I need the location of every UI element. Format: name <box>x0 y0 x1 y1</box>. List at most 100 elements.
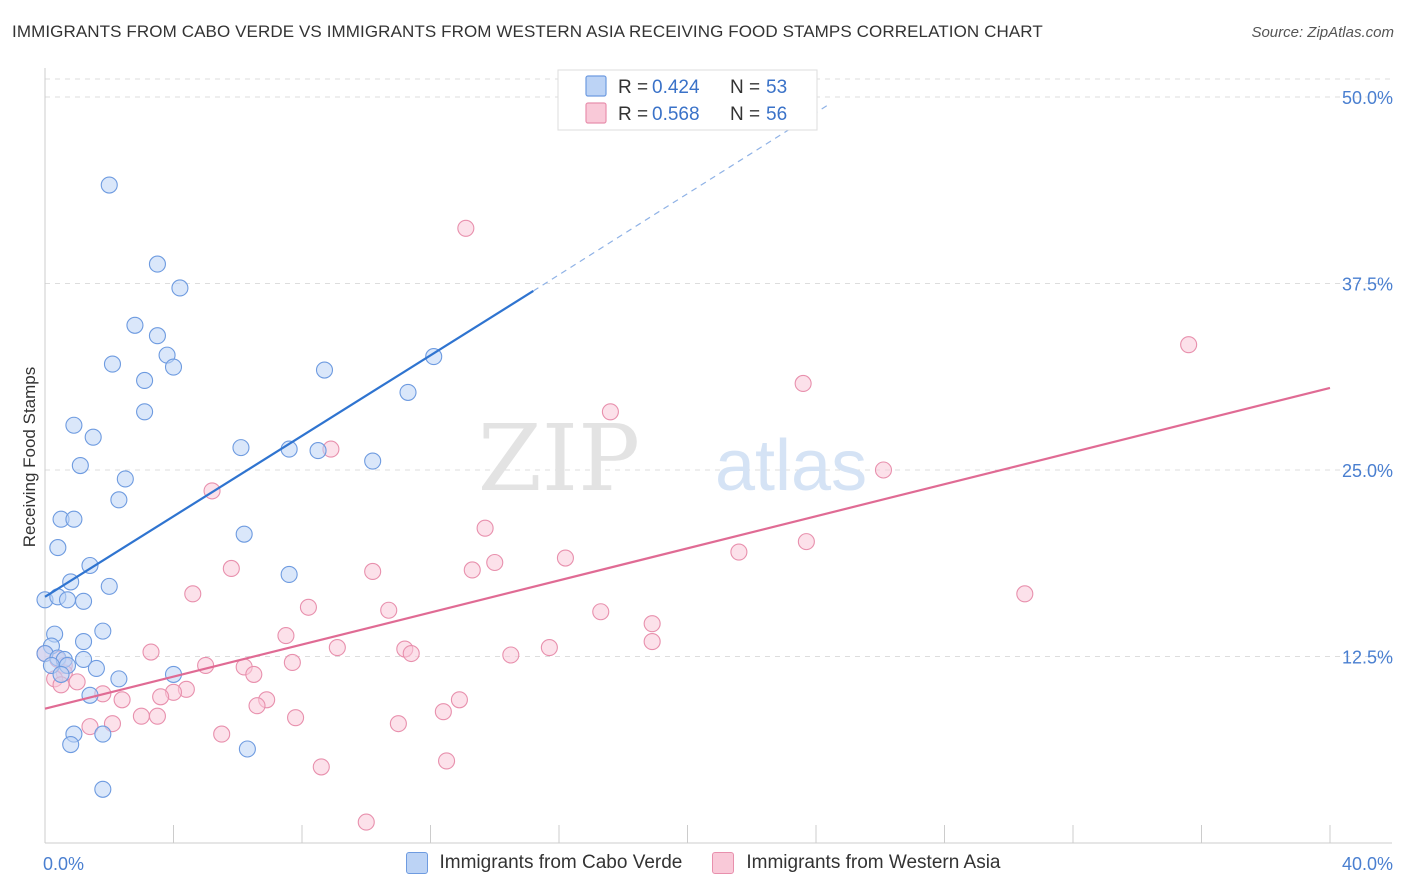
western-asia-point-27 <box>402 644 420 663</box>
western-asia-point-11 <box>486 553 504 572</box>
watermark-atlas: atlas <box>715 426 867 506</box>
western-asia-point-5 <box>874 461 893 479</box>
western-asia-point-53 <box>103 715 122 733</box>
cabo-verde-point-45 <box>52 665 70 683</box>
cabo-verde-point-32 <box>58 591 77 609</box>
y-tick-label-3: 50.0% <box>1342 88 1393 108</box>
cabo-verde-point-27 <box>280 565 298 583</box>
western-asia-point-56 <box>438 752 456 770</box>
western-asia-point-12 <box>222 559 240 578</box>
western-asia-point-2 <box>794 374 812 393</box>
chart-title: IMMIGRANTS FROM CABO VERDE VS IMMIGRANTS… <box>12 22 1043 41</box>
western-asia-point-8 <box>797 533 815 551</box>
series-cabo-verde-points <box>36 176 443 798</box>
cabo-verde-point-34 <box>94 622 112 640</box>
cabo-verde-point-23 <box>65 510 83 528</box>
cabo-verde-point-7 <box>103 355 122 373</box>
western-asia-point-25 <box>540 638 558 657</box>
western-asia-point-15 <box>1016 585 1034 603</box>
western-asia-point-54 <box>81 718 99 736</box>
legend-item-cabo-verde: Immigrants from Cabo Verde <box>405 852 683 874</box>
cabo-verde-point-0 <box>100 176 118 194</box>
western-asia-point-16 <box>184 585 202 603</box>
legend-swatch-cabo-verde <box>585 75 607 97</box>
legend-n-label-1: N = <box>730 77 760 98</box>
cabo-verde-point-6 <box>164 358 183 376</box>
cabo-verde-point-14 <box>84 428 102 446</box>
western-asia-point-17 <box>299 598 317 616</box>
trend-line-cabo-verde-extension <box>532 103 830 292</box>
western-asia-point-21 <box>277 627 295 645</box>
x-tick-label-1: 40.0% <box>1342 854 1393 874</box>
cabo-verde-point-29 <box>100 577 118 595</box>
cabo-verde-point-47 <box>110 670 128 688</box>
legend-n-label-2: N = <box>730 104 760 125</box>
trend-lines <box>44 103 1331 710</box>
cabo-verde-point-44 <box>87 659 105 677</box>
cabo-verde-point-15 <box>232 439 250 457</box>
x-tick-label-0: 0.0% <box>43 854 84 874</box>
cabo-verde-point-53 <box>94 780 112 798</box>
trend-line-cabo-verde <box>44 290 534 598</box>
legend-r-value-2: 0.568 <box>652 104 700 125</box>
western-asia-point-14 <box>463 561 481 579</box>
cabo-verde-point-1 <box>148 255 166 273</box>
cabo-verde-point-26 <box>81 556 99 575</box>
western-asia-point-26 <box>142 643 160 661</box>
western-asia-point-48 <box>434 703 452 721</box>
legend-r-label-2: R = <box>618 104 648 125</box>
cabo-verde-point-21 <box>110 491 128 509</box>
cabo-verde-point-17 <box>309 442 327 460</box>
cabo-verde-point-13 <box>65 416 83 434</box>
trend-line-western-asia <box>44 386 1331 710</box>
cabo-verde-point-12 <box>136 403 154 421</box>
legend-label-western-asia: Immigrants from Western Asia <box>746 852 1001 873</box>
legend-r-value-1: 0.424 <box>652 77 700 98</box>
cabo-verde-point-52 <box>238 740 256 758</box>
cabo-verde-point-36 <box>75 633 93 651</box>
western-asia-point-3 <box>601 403 619 421</box>
western-asia-point-55 <box>213 725 231 743</box>
y-tick-label-1: 25.0% <box>1342 461 1393 481</box>
western-asia-point-9 <box>730 543 748 561</box>
western-asia-point-13 <box>364 562 382 581</box>
legend-item-western-asia: Immigrants from Western Asia <box>712 852 1000 874</box>
series-legend: Immigrants from Cabo Verde Immigrants fr… <box>0 852 1406 874</box>
cabo-verde-point-33 <box>75 592 93 610</box>
watermark-zip: ZIP <box>478 405 640 512</box>
western-asia-point-31 <box>283 653 301 672</box>
legend-label-cabo-verde: Immigrants from Cabo Verde <box>439 852 683 873</box>
cabo-verde-point-3 <box>126 316 144 334</box>
legend-r-label-1: R = <box>618 77 648 98</box>
western-asia-point-58 <box>357 813 375 831</box>
cabo-verde-point-2 <box>171 279 189 297</box>
western-asia-point-23 <box>328 638 346 657</box>
western-asia-point-28 <box>502 646 520 664</box>
cabo-verde-point-41 <box>75 650 93 669</box>
western-asia-point-52 <box>389 715 407 733</box>
cabo-verde-point-8 <box>136 371 154 390</box>
western-asia-point-1 <box>1180 336 1198 354</box>
western-asia-point-22 <box>643 633 661 651</box>
cabo-verde-point-25 <box>49 539 67 557</box>
source-credit: Source: ZipAtlas.com <box>1251 24 1394 41</box>
legend-n-value-2: 56 <box>766 104 787 125</box>
tick-labels: 12.5% 25.0% 37.5% 50.0% 0.0% 40.0% <box>43 88 1393 874</box>
cabo-verde-point-4 <box>148 327 166 345</box>
y-tick-label-2: 37.5% <box>1342 275 1393 295</box>
cabo-verde-point-11 <box>399 383 417 401</box>
western-asia-point-50 <box>148 707 166 725</box>
series-western-asia-points <box>36 219 1198 831</box>
cabo-verde-point-51 <box>62 735 80 754</box>
legend-swatch-pink <box>712 852 735 874</box>
gridlines <box>45 78 1392 657</box>
cabo-verde-point-10 <box>425 348 443 366</box>
western-asia-point-0 <box>457 219 475 237</box>
legend-swatch-western-asia <box>585 102 607 124</box>
western-asia-point-47 <box>248 697 266 715</box>
western-asia-point-57 <box>312 758 330 776</box>
cabo-verde-point-20 <box>116 470 134 488</box>
axes <box>44 68 1392 844</box>
western-asia-point-49 <box>132 707 150 725</box>
